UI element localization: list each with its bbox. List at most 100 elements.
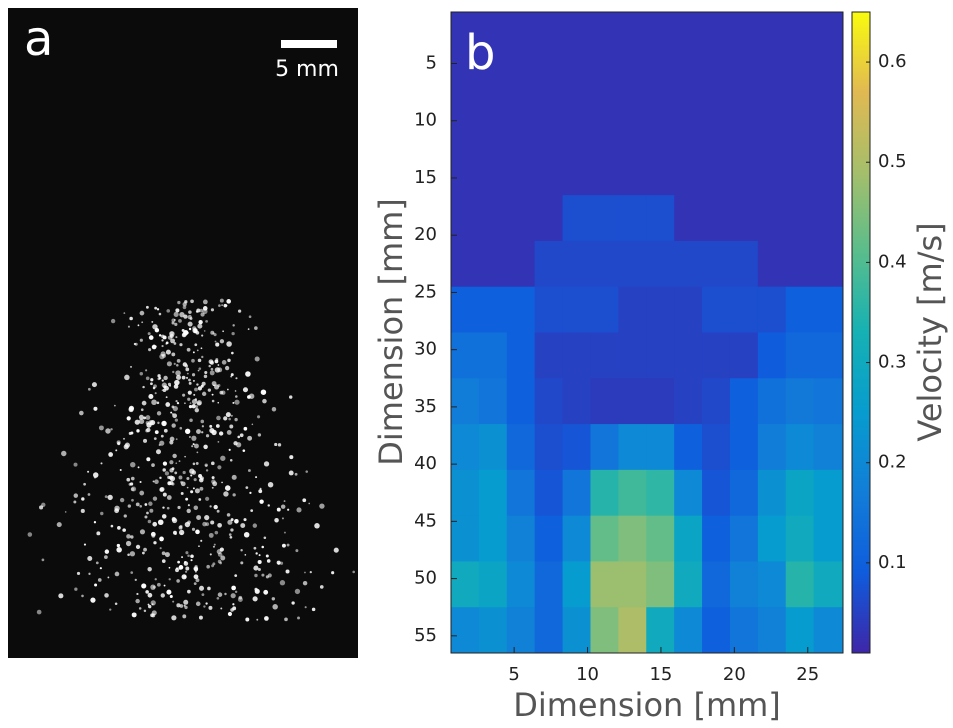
particle	[190, 559, 193, 562]
colorbar-label: Velocity [m/s]	[911, 222, 949, 441]
heat-cell	[506, 332, 536, 379]
particle	[232, 603, 235, 606]
heat-cell	[478, 103, 508, 150]
particle	[197, 386, 203, 391]
particle	[153, 437, 157, 441]
particle	[130, 476, 135, 481]
particle	[188, 327, 192, 331]
particle	[211, 393, 214, 396]
heat-cell	[674, 12, 703, 59]
particle	[130, 431, 134, 435]
particle	[195, 405, 199, 409]
heat-cell	[674, 469, 703, 517]
particle	[157, 519, 164, 526]
particle	[187, 554, 190, 557]
particle	[147, 603, 150, 606]
particle	[294, 588, 301, 595]
heat-cell	[729, 424, 759, 471]
particle	[285, 569, 290, 574]
particle	[125, 540, 132, 547]
particle	[163, 375, 168, 381]
particle	[352, 570, 356, 574]
particle	[154, 578, 157, 581]
particle	[186, 508, 191, 514]
particle	[333, 547, 339, 553]
particle	[178, 566, 182, 570]
particle	[259, 487, 262, 490]
particle	[228, 612, 231, 616]
particle	[234, 390, 237, 392]
particle	[230, 373, 234, 377]
heat-cell	[757, 286, 787, 333]
particle	[209, 427, 215, 434]
particle	[151, 610, 157, 616]
particle	[149, 508, 154, 513]
particle	[123, 514, 127, 518]
particle	[242, 387, 249, 393]
particle	[114, 508, 120, 514]
particle	[182, 305, 187, 310]
particle	[254, 573, 258, 578]
particle	[158, 312, 162, 316]
particle	[169, 594, 173, 598]
particle	[154, 479, 159, 485]
y-tick-label: 45	[414, 510, 437, 531]
particle	[139, 372, 144, 376]
particle	[256, 618, 259, 621]
heat-cell	[674, 57, 703, 105]
particle	[223, 303, 228, 308]
heat-cell	[646, 149, 675, 196]
heat-cell	[702, 607, 731, 654]
particle	[130, 461, 136, 468]
particle	[202, 299, 208, 305]
particle	[159, 440, 165, 446]
particle	[152, 324, 158, 330]
particle	[234, 399, 240, 405]
heat-cell	[618, 12, 647, 59]
particle	[81, 594, 84, 598]
particle	[110, 524, 114, 528]
particle	[193, 478, 197, 482]
particle	[248, 315, 252, 319]
x-tick-label: 20	[723, 664, 746, 685]
particle	[221, 481, 223, 484]
particle	[212, 481, 218, 487]
particle	[88, 572, 91, 575]
heat-cell	[813, 240, 844, 288]
heat-cell	[534, 378, 564, 425]
heat-cell	[618, 57, 647, 105]
particle	[178, 460, 181, 462]
particle	[194, 398, 198, 401]
heat-cell	[674, 240, 703, 288]
particle	[162, 388, 167, 393]
particle	[227, 519, 233, 525]
particle	[219, 390, 224, 395]
particle	[193, 443, 199, 449]
particle	[161, 559, 166, 563]
particle	[183, 314, 188, 319]
x-tick-label: 10	[576, 664, 599, 685]
heat-cell	[702, 286, 731, 333]
particle	[192, 462, 196, 466]
heat-cell	[478, 195, 508, 242]
heat-cell	[590, 57, 619, 105]
particle	[251, 423, 254, 426]
heat-cell	[590, 286, 619, 333]
particle	[162, 335, 167, 340]
heat-cell	[618, 332, 647, 379]
particle	[168, 566, 171, 569]
particle	[183, 599, 189, 605]
particle	[189, 418, 193, 422]
particle	[234, 590, 238, 594]
particle	[176, 358, 181, 363]
particle	[187, 504, 190, 507]
heat-cell	[506, 12, 536, 59]
particle	[178, 529, 185, 536]
heat-cell	[785, 240, 815, 288]
heat-cell	[478, 149, 508, 196]
heat-cell	[451, 57, 480, 105]
particle	[209, 370, 215, 376]
heat-cell	[506, 561, 536, 608]
particle	[175, 462, 178, 465]
heat-cell	[729, 607, 759, 654]
